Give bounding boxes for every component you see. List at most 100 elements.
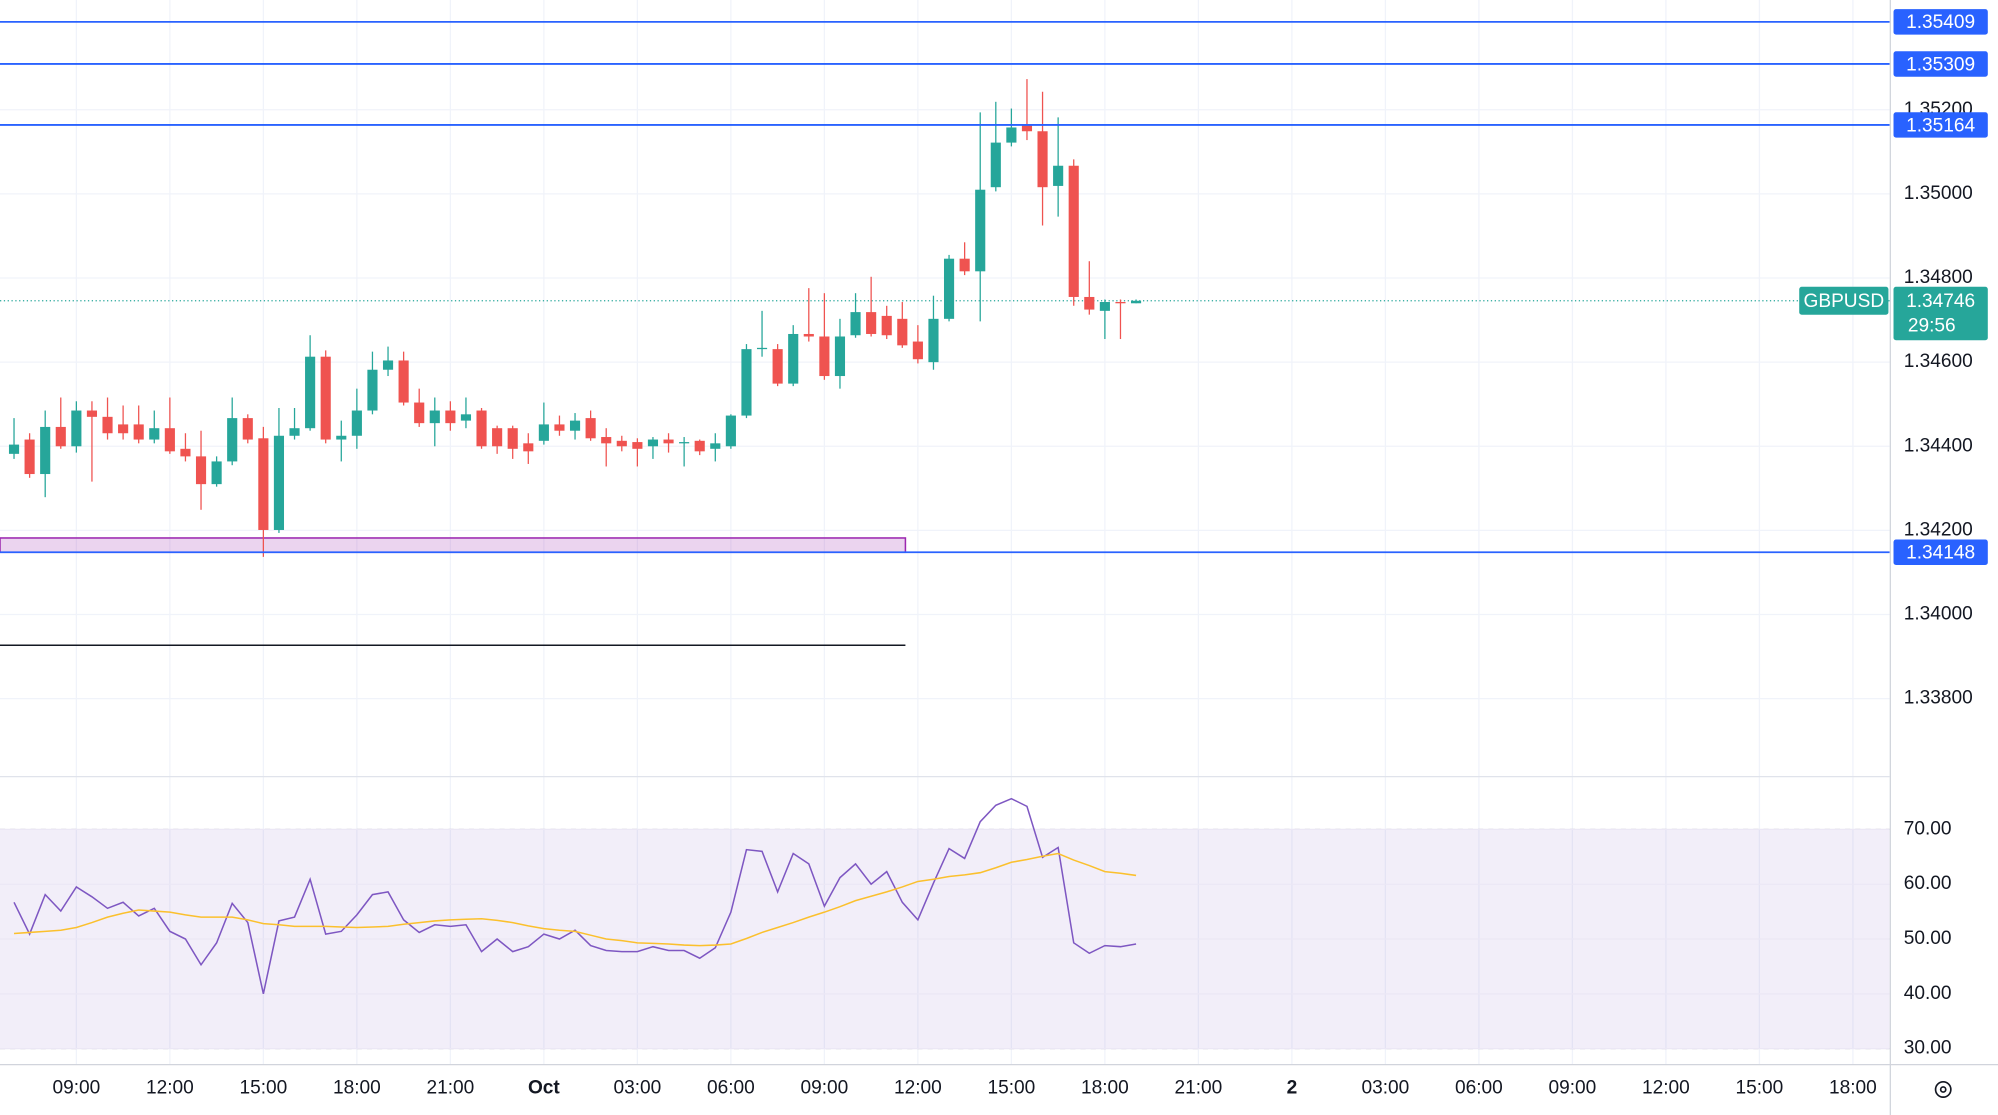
y-tick-label: 1.35000	[1904, 183, 1973, 204]
candle-body	[445, 410, 456, 424]
candle-body	[601, 437, 612, 444]
y-tick-label: 50.00	[1904, 928, 1952, 949]
candle-body	[55, 426, 66, 447]
candle-body	[632, 442, 643, 449]
candle-body	[414, 402, 425, 424]
candle-body	[725, 415, 736, 447]
candle-body	[647, 439, 659, 447]
candle-body	[1084, 296, 1095, 310]
candle-body	[928, 318, 939, 363]
y-tick-label: 60.00	[1904, 873, 1952, 894]
x-tick-label: 18:00	[333, 1077, 381, 1098]
level-label: 1.34148	[1906, 543, 1975, 564]
symbol-label: GBPUSD	[1803, 291, 1884, 312]
settings-icon[interactable]	[1934, 1081, 1952, 1098]
last-price-label: 1.34746	[1906, 291, 1975, 312]
candle-body	[850, 312, 861, 336]
rsi-line	[13, 852, 1137, 947]
candle-body	[694, 440, 705, 452]
symbol-label-bg	[1799, 286, 1889, 315]
candle-body	[367, 369, 378, 411]
candle-body	[538, 424, 549, 441]
x-tick-label: 21:00	[1174, 1077, 1222, 1098]
candle-body	[1068, 165, 1079, 297]
zone	[0, 537, 907, 554]
candle-body	[351, 410, 362, 436]
candle-body	[975, 189, 986, 272]
candle-body	[1037, 131, 1048, 188]
x-tick-label: 15:00	[239, 1077, 287, 1098]
grid	[0, 0, 1890, 1065]
y-tick-label: 1.34200	[1904, 519, 1973, 540]
y-tick-label: 1.34800	[1904, 267, 1973, 288]
candle-body	[1006, 127, 1017, 143]
x-tick-label: 12:00	[894, 1077, 942, 1098]
x-tick-label: 18:00	[1081, 1077, 1129, 1098]
y-tick-label: 1.34600	[1904, 351, 1973, 372]
time-axis-bg	[0, 1064, 1998, 1115]
candle-body	[663, 439, 674, 444]
candle-body	[679, 442, 690, 444]
y-tick-label: 70.00	[1904, 818, 1952, 839]
candle-body	[258, 438, 269, 530]
candle-body	[40, 426, 51, 475]
candle-body	[788, 333, 799, 384]
y-tick-label: 1.33800	[1904, 688, 1973, 709]
candle-body	[1130, 300, 1142, 304]
candle-body	[834, 336, 846, 377]
level-label-bg	[1893, 51, 1988, 77]
candle-body	[289, 428, 300, 436]
x-tick-label: 06:00	[707, 1077, 755, 1098]
x-tick-label: 06:00	[1455, 1077, 1503, 1098]
level-label-bg	[1893, 9, 1988, 35]
candle-body	[118, 424, 129, 434]
candle-body	[211, 461, 222, 485]
candle-body	[772, 349, 783, 384]
level-label-bg	[1893, 539, 1988, 566]
last-price-bg	[1893, 286, 1988, 341]
candle-body	[195, 456, 207, 485]
candle-body	[897, 318, 908, 346]
candle-body	[227, 418, 238, 462]
candle-body	[398, 360, 409, 403]
x-tick-label: Oct	[528, 1077, 560, 1098]
candle-body	[710, 443, 721, 449]
candle-body	[305, 356, 316, 429]
candle-body	[523, 443, 534, 452]
x-tick-label: 12:00	[146, 1077, 194, 1098]
candle-body	[242, 418, 253, 440]
candle-body	[585, 418, 596, 439]
candle-body	[1115, 302, 1126, 304]
labels: 09:00 12:00 15:00 18:00 21:00 Oct 03:00 06:00 09…	[52, 9, 1988, 1098]
candle-body	[990, 142, 1001, 188]
rsi-line	[13, 797, 1137, 995]
candle-body	[336, 435, 347, 440]
candle-body	[8, 444, 20, 454]
y-tick-label: 40.00	[1904, 983, 1952, 1004]
x-tick-label: 03:00	[1361, 1077, 1409, 1098]
candle-body	[320, 356, 331, 440]
x-tick-label: 15:00	[987, 1077, 1035, 1098]
candle-body	[164, 428, 175, 452]
candle-body	[741, 349, 752, 416]
candle-body	[180, 448, 191, 457]
x-tick-label: 21:00	[426, 1077, 474, 1098]
level-label: 1.35309	[1906, 54, 1975, 75]
candle-body	[912, 341, 923, 360]
x-tick-label: 12:00	[1642, 1077, 1690, 1098]
candle-body	[1099, 302, 1110, 311]
candle-body	[1021, 124, 1033, 132]
candle-body	[24, 439, 35, 475]
y-tick-label: 30.00	[1904, 1038, 1952, 1059]
candle-body	[133, 424, 144, 440]
candle-body	[71, 410, 82, 447]
candle-body	[803, 333, 814, 337]
candle-body	[959, 258, 970, 272]
level-label-bg	[1893, 112, 1988, 138]
candle-body	[149, 428, 160, 440]
candle-body	[102, 416, 113, 434]
candle-body	[382, 360, 394, 370]
level-label: 1.35409	[1906, 12, 1975, 33]
